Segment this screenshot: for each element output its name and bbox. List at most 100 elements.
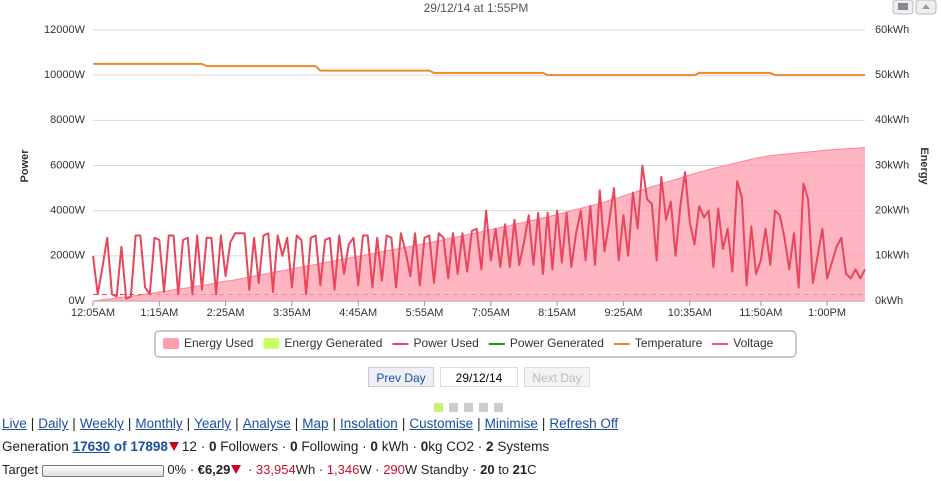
legend-box xyxy=(154,330,797,358)
standby: 290 xyxy=(383,462,405,477)
nav-link[interactable]: Insolation xyxy=(340,416,398,431)
co2-label: kg CO2 xyxy=(428,439,475,454)
label: Generation xyxy=(2,439,69,454)
pager-dot[interactable] xyxy=(449,403,458,412)
following: 0 xyxy=(290,439,298,454)
y2-tick-label: 10kWh xyxy=(875,250,909,262)
nav-separator: | xyxy=(235,416,239,431)
nav-link[interactable]: Refresh Off xyxy=(549,416,619,431)
generation-line: Generation 17630 of 17898 12 · 0 Follower… xyxy=(2,439,549,454)
following-label: Following xyxy=(301,439,359,454)
pager-dot[interactable] xyxy=(479,403,488,412)
target-line: Target 0% · €6,29 · 33,954Wh · 1,346W · … xyxy=(2,462,537,477)
power-unit: W xyxy=(359,462,372,477)
x-tick-label: 3:35AM xyxy=(273,307,311,319)
nav-link[interactable]: Analyse xyxy=(242,416,291,431)
x-tick-label: 2:25AM xyxy=(207,307,245,319)
temp-unit: C xyxy=(527,462,537,477)
series-line xyxy=(92,164,866,300)
nav-separator: | xyxy=(332,416,337,431)
label: Target xyxy=(2,462,39,477)
systems: 2 xyxy=(486,439,494,454)
plot-area xyxy=(92,29,866,302)
nav-link[interactable]: Live xyxy=(2,416,27,431)
x-tick-label: 1:15AM xyxy=(140,307,178,319)
followers: 0 xyxy=(208,439,217,454)
nav-links: Live | Daily | Weekly | Monthly | Yearly | Analyse… xyxy=(2,416,618,431)
nav-link[interactable]: Yearly xyxy=(194,416,232,431)
nav-link[interactable]: Weekly xyxy=(79,416,124,431)
x-tick-label: 12:05AM xyxy=(71,307,115,319)
y2-tick-label: 40kWh xyxy=(875,114,909,126)
y2-tick-label: 30kWh xyxy=(875,159,909,171)
legend-label: Energy Used xyxy=(184,336,253,350)
down-icon xyxy=(231,465,242,474)
x-tick-label: 5:55AM xyxy=(406,307,444,319)
pager-dot[interactable] xyxy=(494,403,503,412)
legend-label: Energy Generated xyxy=(284,336,382,350)
sep: · xyxy=(281,439,287,454)
sep: · xyxy=(362,439,367,454)
nav-link[interactable]: Customise xyxy=(409,416,474,431)
x-tick-label: 9:25AM xyxy=(604,307,642,319)
pager-dot[interactable] xyxy=(434,403,443,412)
sep: · xyxy=(189,462,195,477)
rank: 12 xyxy=(181,439,197,454)
pager xyxy=(434,399,503,417)
area-edge xyxy=(92,147,866,302)
nav-link[interactable]: Monthly xyxy=(135,416,183,431)
y-tick-label: 10000W xyxy=(44,69,86,81)
y-tick-label: 6000W xyxy=(50,159,85,171)
next-day-button[interactable]: Next Day xyxy=(524,367,590,387)
sep: · xyxy=(412,439,417,454)
kwh: 0 xyxy=(370,439,378,454)
progress-bar xyxy=(41,464,164,477)
chart: 29/12/14 at 1:55PM Power Energy 0W 2000W 4… xyxy=(19,0,937,358)
export-button[interactable] xyxy=(915,0,937,15)
legend-label: Voltage xyxy=(733,336,773,350)
nav-separator: | xyxy=(72,416,76,431)
legend-label: Temperature xyxy=(635,336,703,350)
nav-separator: | xyxy=(541,416,546,431)
x-tick-label: 11:50AM xyxy=(739,307,782,319)
energy-unit: Wh xyxy=(295,462,316,477)
y2-tick-label: 60kWh xyxy=(875,24,909,36)
y2-tick-label: 50kWh xyxy=(875,69,909,81)
sep: · xyxy=(247,462,253,477)
energy: 33,954 xyxy=(255,462,296,477)
prev-day-button[interactable]: Prev Day xyxy=(368,367,434,387)
nav-link[interactable]: Daily xyxy=(38,416,69,431)
to: to xyxy=(498,462,510,477)
output-link[interactable]: 17630 xyxy=(72,439,111,454)
y2-axis-label: Energy xyxy=(918,147,930,185)
x-tick-label: 1:00PM xyxy=(808,307,846,319)
chart-title: 29/12/14 at 1:55PM xyxy=(424,1,529,15)
y-tick-label: 0W xyxy=(69,295,86,307)
down-icon xyxy=(168,442,179,451)
sep: · xyxy=(477,439,483,454)
x-tick-label: 7:05AM xyxy=(472,307,510,319)
x-tick-label: 4:45AM xyxy=(339,307,377,319)
nav-link[interactable]: Map xyxy=(302,416,329,431)
y-tick-label: 12000W xyxy=(44,24,86,36)
legend-swatch xyxy=(263,338,280,349)
pager-dot[interactable] xyxy=(464,403,473,412)
nav-separator: | xyxy=(30,416,35,431)
nav-separator: | xyxy=(294,416,299,431)
sep: · xyxy=(318,462,324,477)
cost: €6,29 xyxy=(197,462,231,477)
standby-unit: W Standby xyxy=(404,462,469,477)
y-axis-label: Power xyxy=(19,149,31,183)
series-line xyxy=(93,62,865,77)
y-tick-label: 2000W xyxy=(50,250,85,262)
print-button[interactable] xyxy=(892,0,914,15)
date-field[interactable]: 29/12/14 xyxy=(440,367,518,387)
y-tick-label: 4000W xyxy=(50,205,85,217)
sep: · xyxy=(375,462,380,477)
temp-to: 21 xyxy=(512,462,528,477)
temp-from: 20 xyxy=(480,462,495,477)
sep: · xyxy=(472,462,477,477)
x-tick-label: 10:35AM xyxy=(668,307,712,319)
legend-swatch xyxy=(163,338,179,349)
nav-link[interactable]: Minimise xyxy=(484,416,538,431)
